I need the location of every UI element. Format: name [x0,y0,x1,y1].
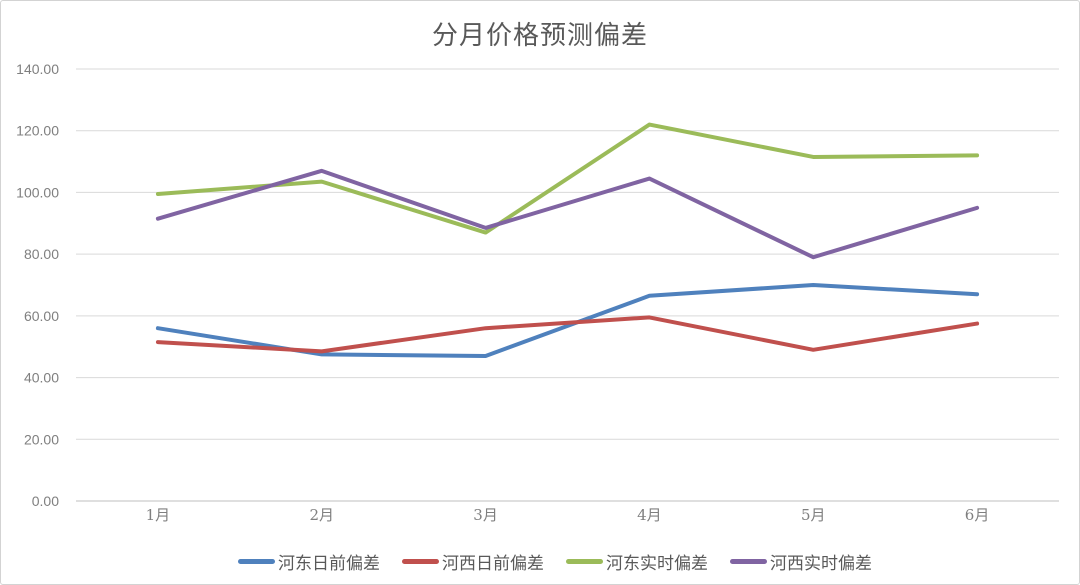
legend-item-3: 河西实时偏差 [730,549,872,574]
x-axis-tick-label: 6月 [965,506,990,524]
series-line-1 [155,315,980,354]
series-line-0 [155,283,980,358]
y-axis-tick-label: 20.00 [24,431,59,447]
legend-line-marker [402,558,439,564]
series-line-2 [155,122,980,235]
legend-line-marker [238,558,275,564]
legend-label: 河东日前偏差 [278,553,380,574]
x-axis-tick-label: 1月 [146,506,171,524]
legend-label: 河西日前偏差 [442,553,544,574]
y-axis-tick-label: 60.00 [24,308,59,324]
y-axis-tick-label: 40.00 [24,370,59,386]
x-axis-tick-label: 3月 [473,506,498,524]
x-axis-tick-label: 4月 [637,506,662,524]
y-axis-tick-label: 120.00 [16,123,59,139]
legend-line-marker [566,558,603,564]
y-axis-tick-label: 0.00 [32,493,59,509]
y-axis-tick-label: 140.00 [16,61,59,77]
x-axis-tick-label: 2月 [309,506,334,524]
x-axis-tick-label: 5月 [801,506,826,524]
chart-legend: 河东日前偏差 河西日前偏差 河东实时偏差 河西实时偏差 [31,549,1079,574]
series-line-3 [155,168,980,260]
legend-label: 河东实时偏差 [606,553,708,574]
legend-label: 河西实时偏差 [770,553,872,574]
legend-item-1: 河西日前偏差 [402,549,544,574]
y-axis-tick-label: 100.00 [16,184,59,200]
legend-line-marker [730,558,767,564]
y-axis-tick-label: 80.00 [24,246,59,262]
legend-item-2: 河东实时偏差 [566,549,708,574]
chart-title: 分月价格预测偏差 [431,21,648,51]
legend-item-0: 河东日前偏差 [238,549,380,574]
